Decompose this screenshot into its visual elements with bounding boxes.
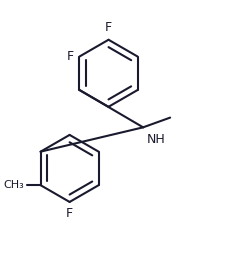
Text: F: F: [104, 21, 112, 34]
Text: CH₃: CH₃: [4, 180, 24, 190]
Text: NH: NH: [146, 133, 164, 146]
Text: F: F: [67, 50, 74, 63]
Text: F: F: [66, 207, 73, 220]
